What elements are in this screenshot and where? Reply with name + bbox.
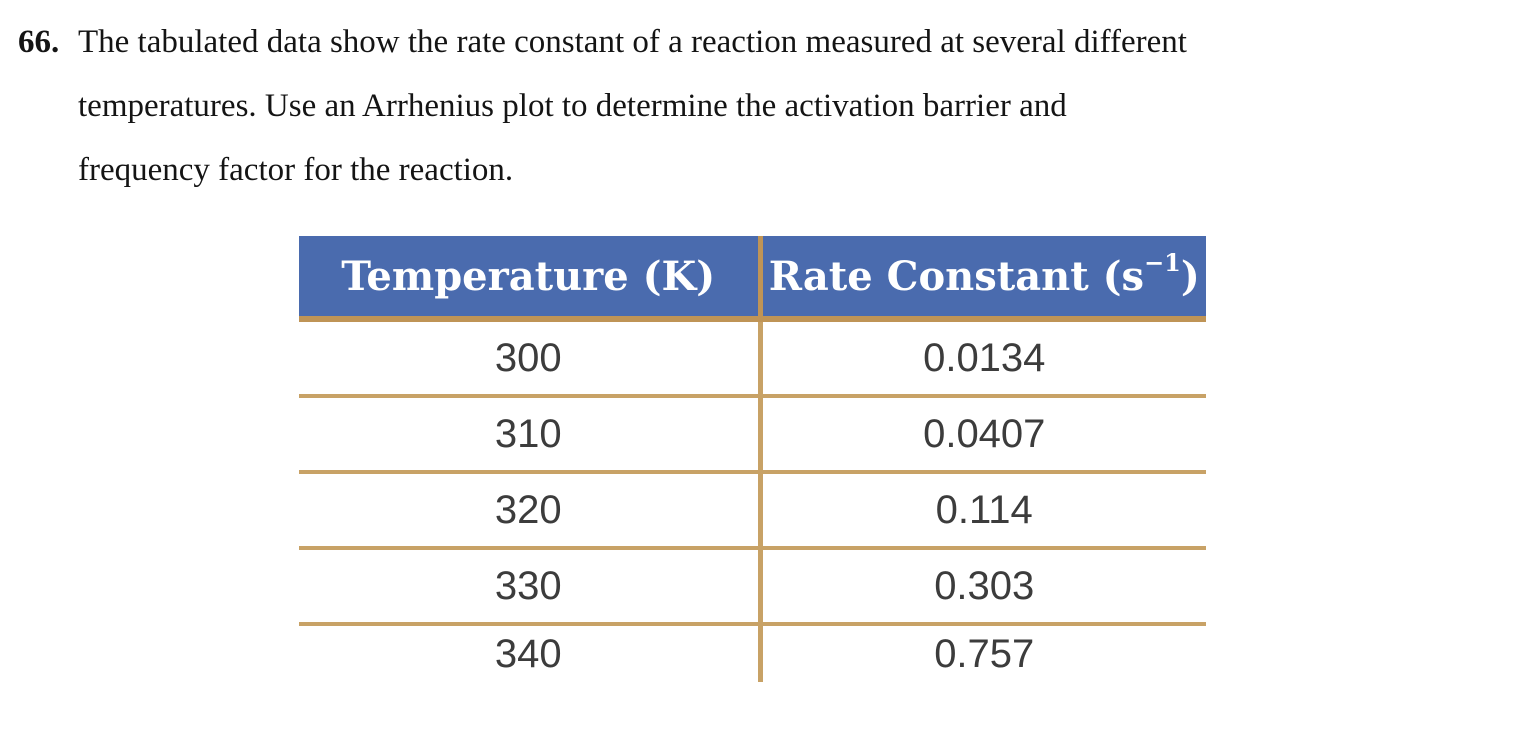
table-row: 340 0.757 <box>299 624 1206 682</box>
problem-text: The tabulated data show the rate constan… <box>78 10 1498 202</box>
problem-number: 66. <box>18 24 60 60</box>
temperature-cell: 330 <box>299 548 763 626</box>
problem-text-line-2: temperatures. Use an Arrhenius plot to d… <box>78 88 1067 124</box>
table-row: 330 0.303 <box>299 548 1206 626</box>
table-row: 300 0.0134 <box>299 319 1206 398</box>
rate-constant-header-superscript: −1 <box>1144 248 1181 278</box>
rate-constant-cell: 0.757 <box>934 631 1035 676</box>
table-row: 320 0.114 <box>299 472 1206 550</box>
rate-constant-header-text: Rate Constant (s <box>768 252 1145 300</box>
temperature-cell: 310 <box>299 396 763 474</box>
problem-statement: 66. The tabulated data show the rate con… <box>18 10 1498 202</box>
temperature-cell: 300 <box>299 319 763 398</box>
rate-constant-cell: 0.0407 <box>760 396 1206 474</box>
rate-constant-cell: 0.0134 <box>760 319 1206 398</box>
temperature-cell: 320 <box>299 472 763 550</box>
rate-constant-cell: 0.303 <box>760 548 1206 626</box>
rate-constant-header-close-paren: ) <box>1180 252 1200 300</box>
column-header-rate-constant: Rate Constant (s−1) <box>760 236 1206 322</box>
column-header-temperature: Temperature (K) <box>299 236 763 322</box>
temperature-cell: 340 <box>299 624 763 682</box>
rate-constant-table: Temperature (K) Rate Constant (s−1) 300 … <box>299 236 1206 682</box>
table-row: 310 0.0407 <box>299 396 1206 474</box>
table-header-row: Temperature (K) Rate Constant (s−1) <box>299 236 1206 322</box>
problem-text-line-3: frequency factor for the reaction. <box>78 152 514 188</box>
rate-constant-cell: 0.114 <box>760 472 1206 550</box>
problem-text-line-1: The tabulated data show the rate constan… <box>78 24 1187 60</box>
